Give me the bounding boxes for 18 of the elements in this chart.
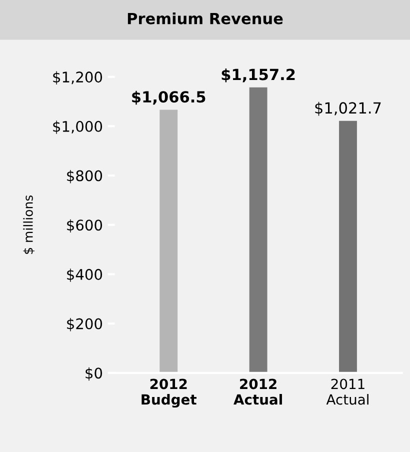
y-tick-label: $0 <box>86 367 102 381</box>
y-tick-label: $1,000 <box>53 120 102 134</box>
bar <box>160 110 178 373</box>
y-tick-label: $1,200 <box>53 71 102 85</box>
data-label: $1,066.5 <box>132 90 206 105</box>
data-label: $1,157.2 <box>222 68 295 82</box>
x-tick-label: 2012 Actual <box>234 378 282 405</box>
y-tick-label: $800 <box>67 170 102 184</box>
y-tick-label: $200 <box>67 318 102 332</box>
data-label: $1,021.7 <box>315 102 381 116</box>
bar <box>249 87 268 373</box>
x-tick-label: 2011 Actual <box>326 378 368 405</box>
y-axis-title: $ millions <box>23 195 35 254</box>
y-tick-label: $600 <box>67 219 102 233</box>
chart-title: Premium Revenue <box>128 12 283 24</box>
bar <box>339 120 357 373</box>
y-tick-label: $400 <box>67 268 102 282</box>
x-tick-label: 2012 Budget <box>142 378 197 408</box>
